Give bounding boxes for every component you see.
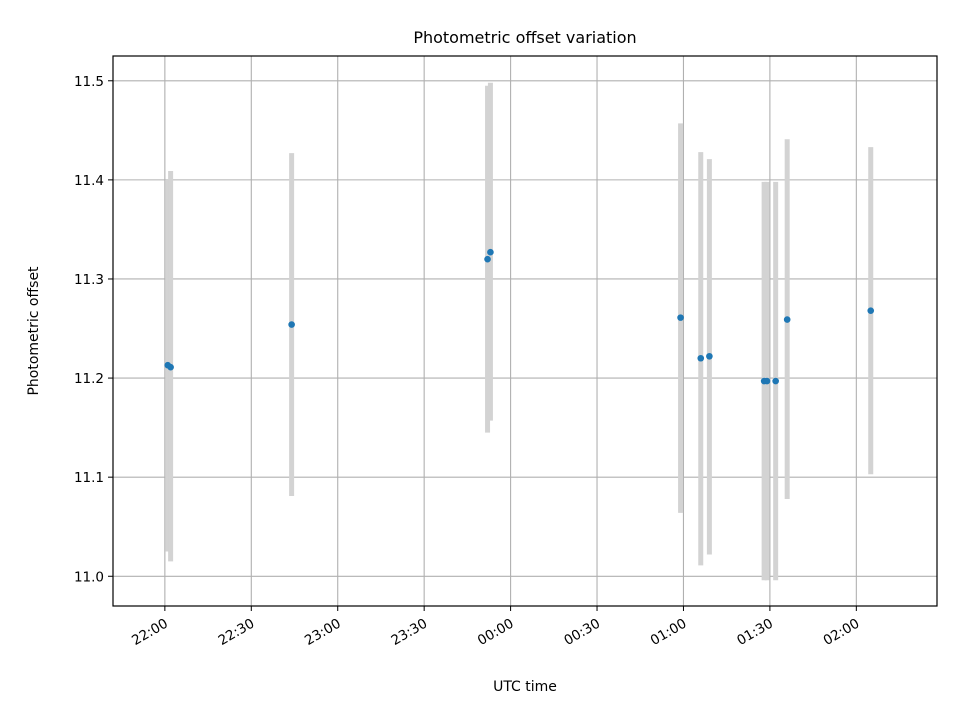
y-tick-label: 11.0 — [74, 569, 104, 585]
data-point — [487, 248, 494, 256]
data-point — [288, 321, 295, 328]
data-point — [783, 316, 791, 323]
data-points — [164, 248, 875, 385]
data-point — [484, 255, 491, 263]
plot-area-frame — [112, 55, 938, 607]
y-axis-ticks: 11.0 11.1 11.2 11.3 11.4 11.5 — [74, 74, 113, 585]
y-tick-label: 11.4 — [74, 173, 104, 189]
y-tick-label: 11.2 — [74, 371, 104, 387]
y-axis-label: Photometric offset — [26, 266, 42, 396]
y-tick-label: 11.3 — [74, 272, 104, 288]
data-point — [706, 352, 713, 360]
y-tick-label: 11.5 — [74, 74, 104, 90]
x-axis-label: UTC time — [493, 679, 557, 695]
y-tick-label: 11.1 — [74, 470, 104, 486]
data-point — [763, 377, 771, 385]
data-point — [697, 354, 705, 362]
data-point — [677, 314, 684, 321]
data-point — [867, 307, 875, 314]
data-point — [167, 363, 174, 371]
data-point — [772, 377, 779, 385]
grid-lines — [113, 56, 937, 606]
chart-title: Photometric offset variation — [413, 28, 636, 47]
